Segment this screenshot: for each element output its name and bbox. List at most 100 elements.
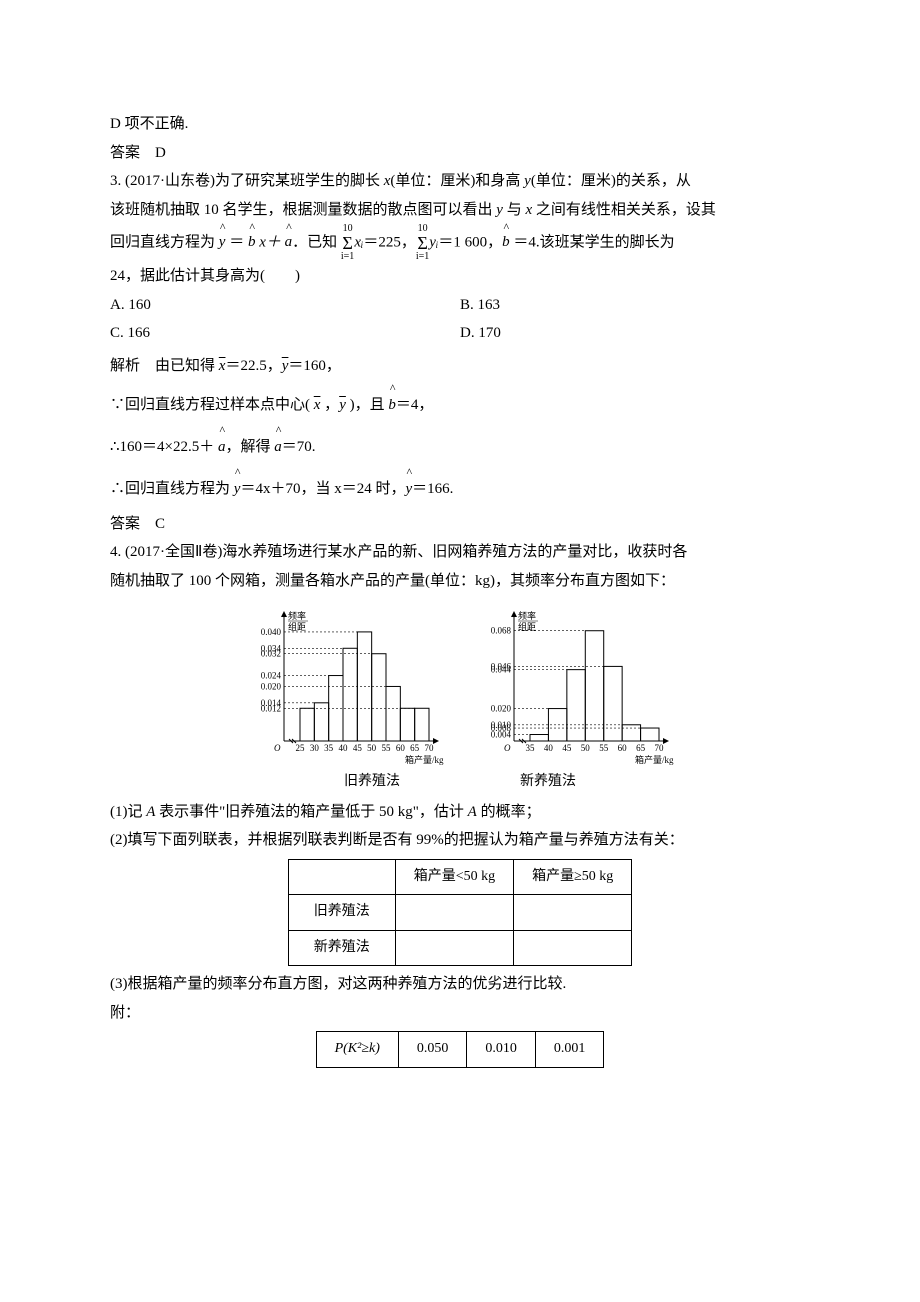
caption-new: 新养殖法: [520, 769, 576, 796]
col-ge50: 箱产量≥50 kg: [514, 859, 632, 895]
opt-c: C. 166: [110, 319, 460, 348]
p1: 0.050: [398, 1032, 467, 1068]
svg-text:70: 70: [655, 743, 665, 753]
svg-text:70: 70: [425, 743, 435, 753]
sigma-icon: Σ: [341, 234, 354, 252]
p2: 0.010: [467, 1032, 536, 1068]
ahat: a: [218, 426, 226, 468]
t: x＋: [255, 234, 284, 250]
t: )，且: [346, 397, 389, 413]
t: ＝225，: [363, 234, 416, 250]
contingency-table: 箱产量<50 kg 箱产量≥50 kg 旧养殖法 新养殖法: [288, 859, 633, 967]
t: ∵回归直线方程过样本点中心(: [110, 397, 314, 413]
svg-text:40: 40: [544, 743, 554, 753]
table-row: 箱产量<50 kg 箱产量≥50 kg: [288, 859, 632, 895]
sum-icon: 10Σi=1: [416, 224, 429, 262]
t: xᵢ: [354, 234, 363, 250]
svg-text:0.068: 0.068: [491, 626, 512, 636]
q3-sol4: ∴回归直线方程为 y＝4x＋70，当 x＝24 时，y＝166.: [110, 468, 810, 510]
q3-line4: 24，据此估计其身高为( ): [110, 262, 810, 291]
svg-text:0.046: 0.046: [491, 661, 512, 671]
svg-text:35: 35: [526, 743, 536, 753]
var-a: A: [468, 804, 477, 820]
svg-text:30: 30: [310, 743, 320, 753]
svg-text:55: 55: [382, 743, 392, 753]
svg-text:45: 45: [562, 743, 572, 753]
answer-label: 答案: [110, 145, 140, 161]
t: ＝160，: [288, 358, 341, 374]
row-old: 旧养殖法: [288, 895, 395, 931]
cell-empty: [288, 859, 395, 895]
p3: 0.001: [535, 1032, 604, 1068]
t: (单位：厘米)和身高: [390, 173, 524, 189]
t: ＝4x＋70，当 x＝24 时，: [240, 481, 405, 497]
p-value-table: P(K²≥k) 0.050 0.010 0.001: [316, 1031, 605, 1068]
t: ＝22.5，: [225, 358, 281, 374]
t: 表示事件"旧养殖法的箱产量低于 50 kg"，估计: [155, 804, 467, 820]
histogram-figures: 频率组距O0.0120.0140.0200.0240.0320.0340.040…: [110, 601, 810, 771]
table-row: P(K²≥k) 0.050 0.010 0.001: [316, 1032, 604, 1068]
answer-c: 答案 C: [110, 510, 810, 539]
q4-line2: 随机抽取了 100 个网箱，测量各箱水产品的产量(单位：kg)，其频率分布直方图…: [110, 567, 810, 596]
text-d-wrong: D 项不正确.: [110, 110, 810, 139]
svg-text:箱产量/kg: 箱产量/kg: [635, 754, 674, 765]
svg-text:0.024: 0.024: [261, 671, 282, 681]
svg-text:25: 25: [296, 743, 306, 753]
answer-label: 答案: [110, 516, 140, 532]
q4-sub3: (3)根据箱产量的频率分布直方图，对这两种养殖方法的优劣进行比较.: [110, 970, 810, 999]
t: ＝70.: [282, 439, 316, 455]
yhat: y: [405, 468, 412, 510]
svg-text:60: 60: [396, 743, 406, 753]
t: ，解得: [226, 439, 275, 455]
svg-text:频率: 频率: [518, 610, 536, 621]
svg-text:50: 50: [367, 743, 377, 753]
svg-text:O: O: [504, 743, 511, 753]
table-row: 旧养殖法: [288, 895, 632, 931]
svg-text:组距: 组距: [288, 621, 306, 632]
t: ＝1 600，: [438, 234, 502, 250]
q3-sol2: ∵回归直线方程过样本点中心( x ，y )，且 b＝4，: [110, 384, 810, 426]
sigma-icon: Σ: [416, 234, 429, 252]
t: (1)记: [110, 804, 146, 820]
svg-text:55: 55: [599, 743, 609, 753]
solution-label: 解析: [110, 358, 140, 374]
ahat: a: [285, 224, 293, 260]
svg-text:0.040: 0.040: [261, 627, 282, 637]
t: ＝4，: [396, 397, 434, 413]
cell: [514, 895, 632, 931]
ybar: y: [339, 397, 346, 413]
svg-text:箱产量/kg: 箱产量/kg: [405, 754, 444, 765]
q3-line2: 该班随机抽取 10 名学生，根据测量数据的散点图可以看出 y 与 x 之间有线性…: [110, 196, 810, 225]
t: ．已知: [292, 234, 341, 250]
svg-text:组距: 组距: [518, 621, 536, 632]
svg-text:45: 45: [353, 743, 363, 753]
cell: [514, 930, 632, 966]
sum-icon: 10Σi=1: [341, 224, 354, 262]
bhat: b: [502, 224, 510, 260]
q3-sol3: ∴160＝4×22.5＋ a，解得 a＝70.: [110, 426, 810, 468]
svg-text:O: O: [274, 743, 281, 753]
pk-label: P(K²≥k): [316, 1032, 398, 1068]
cell: [395, 930, 513, 966]
var-y: y: [524, 173, 531, 189]
t: 的概率；: [477, 804, 541, 820]
t: i=1: [341, 252, 354, 262]
q3-sol1: 解析 由已知得 x＝22.5，y＝160，: [110, 348, 810, 384]
opt-a: A. 160: [110, 291, 460, 320]
histogram-captions: 旧养殖法 新养殖法: [110, 769, 810, 796]
t: ，: [320, 397, 339, 413]
var-y: y: [496, 202, 503, 218]
q4-line1: 4. (2017·全国Ⅱ卷)海水养殖场进行某水产品的新、旧网箱养殖方法的产量对比…: [110, 538, 810, 567]
q4-sub1: (1)记 A 表示事件"旧养殖法的箱产量低于 50 kg"，估计 A 的概率；: [110, 798, 810, 827]
table-row: 新养殖法: [288, 930, 632, 966]
q3-head: 3. (2017·山东卷)为了研究某班学生的脚长: [110, 173, 384, 189]
col-lt50: 箱产量<50 kg: [395, 859, 513, 895]
bhat: b: [248, 224, 256, 260]
t: ∴160＝4×22.5＋: [110, 439, 218, 455]
ahat: a: [274, 426, 282, 468]
answer-value: D: [155, 145, 166, 161]
q3-options-2: C. 166 D. 170: [110, 319, 810, 348]
svg-text:60: 60: [618, 743, 628, 753]
svg-text:0.010: 0.010: [491, 720, 512, 730]
q3-line3: 回归直线方程为 y ＝ b x＋ a．已知 10Σi=1xᵢ＝225，10Σi=…: [110, 224, 810, 262]
